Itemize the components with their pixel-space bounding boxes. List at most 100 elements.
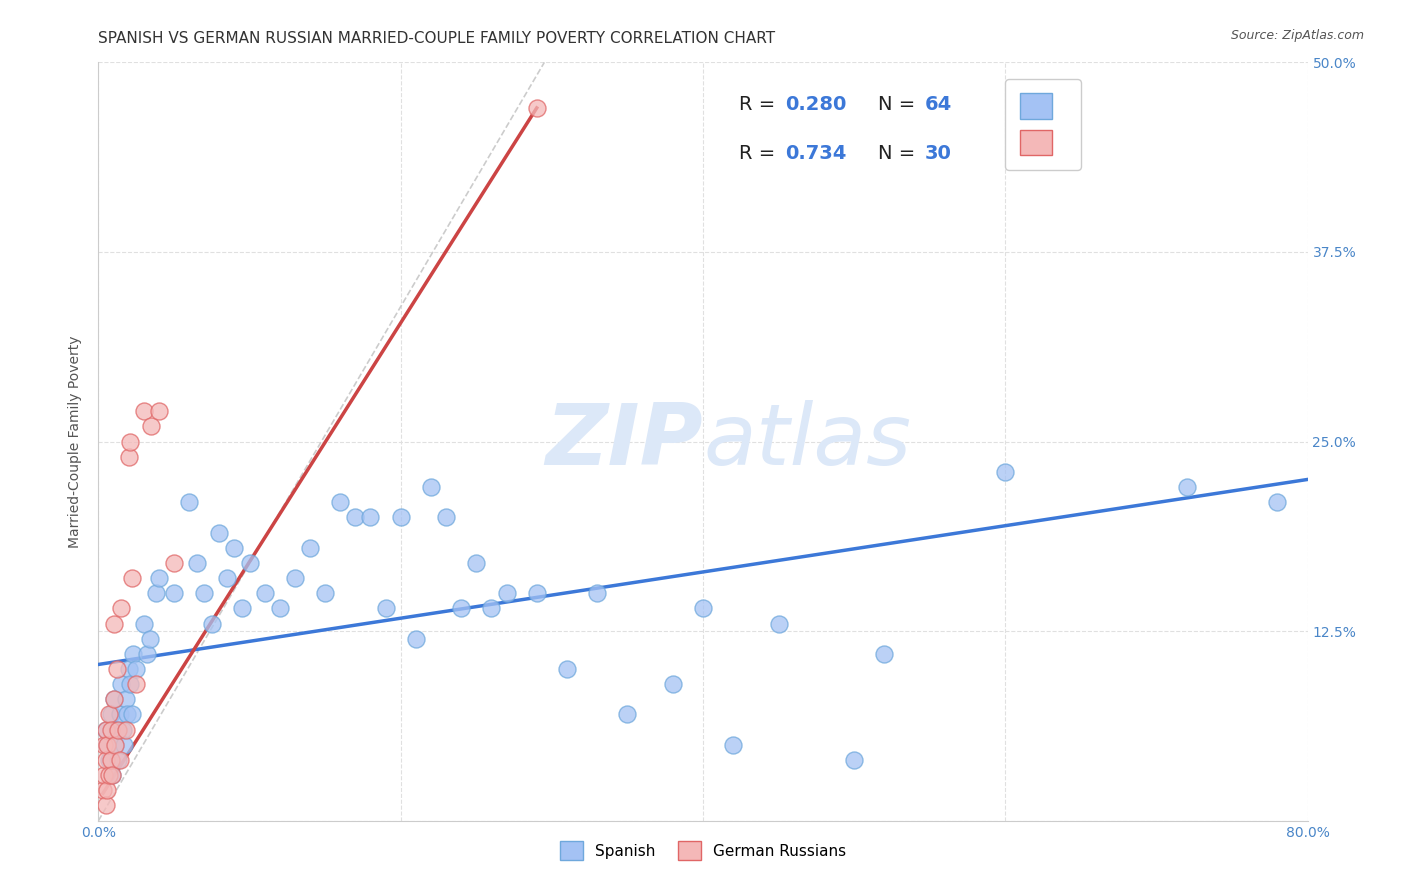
Point <box>98 753 121 767</box>
Text: Source: ZipAtlas.com: Source: ZipAtlas.com <box>1230 29 1364 42</box>
Point <box>105 662 128 676</box>
Text: 0.280: 0.280 <box>785 95 846 113</box>
Point <box>94 798 117 813</box>
Point <box>111 723 134 737</box>
Point <box>98 768 121 782</box>
Point <box>284 571 307 585</box>
Point <box>299 541 322 555</box>
Point <box>314 586 336 600</box>
Point <box>121 571 143 585</box>
Point <box>96 738 118 752</box>
Point <box>201 616 224 631</box>
Point <box>101 768 124 782</box>
Point <box>555 662 578 676</box>
Point <box>91 783 114 797</box>
Point <box>118 662 141 676</box>
Point <box>100 753 122 767</box>
Point <box>125 662 148 676</box>
Point <box>526 101 548 115</box>
Point <box>269 601 291 615</box>
Point <box>405 632 427 646</box>
Point <box>135 647 157 661</box>
Point <box>115 707 138 722</box>
Point <box>139 632 162 646</box>
Point <box>179 495 201 509</box>
Text: atlas: atlas <box>703 400 911 483</box>
Point <box>141 419 163 434</box>
Text: 30: 30 <box>924 144 950 163</box>
Point <box>114 692 136 706</box>
Point <box>94 723 117 737</box>
Text: SPANISH VS GERMAN RUSSIAN MARRIED-COUPLE FAMILY POVERTY CORRELATION CHART: SPANISH VS GERMAN RUSSIAN MARRIED-COUPLE… <box>98 31 776 46</box>
Point <box>121 707 143 722</box>
Point <box>103 692 125 706</box>
Text: 64: 64 <box>924 95 952 113</box>
Point <box>98 707 121 722</box>
Point <box>723 738 745 752</box>
Point <box>844 753 866 767</box>
Point <box>120 434 142 449</box>
Point <box>1267 495 1289 509</box>
Point <box>208 525 231 540</box>
Point <box>768 616 790 631</box>
Point <box>132 404 155 418</box>
Point <box>450 601 472 615</box>
Point <box>329 495 352 509</box>
Point <box>104 738 127 752</box>
Point <box>103 616 125 631</box>
Point <box>231 601 253 615</box>
Point <box>692 601 714 615</box>
Point <box>389 510 412 524</box>
Point <box>94 753 117 767</box>
Text: ZIP: ZIP <box>546 400 703 483</box>
Point <box>360 510 382 524</box>
Point <box>114 723 136 737</box>
Point <box>108 707 131 722</box>
Point <box>481 601 503 615</box>
Point <box>344 510 367 524</box>
Point <box>118 450 141 464</box>
Y-axis label: Married-Couple Family Poverty: Married-Couple Family Poverty <box>69 335 83 548</box>
Point <box>108 753 131 767</box>
Point <box>253 586 276 600</box>
Point <box>100 723 122 737</box>
Text: 0.734: 0.734 <box>785 144 846 163</box>
Point <box>193 586 215 600</box>
Point <box>96 738 118 752</box>
Point <box>110 677 132 691</box>
Point <box>224 541 246 555</box>
Point <box>873 647 896 661</box>
Text: R =: R = <box>740 95 782 113</box>
Text: R =: R = <box>740 144 782 163</box>
Point <box>105 723 128 737</box>
Legend: Spanish, German Russians: Spanish, German Russians <box>554 835 852 866</box>
Point <box>120 677 142 691</box>
Point <box>125 677 148 691</box>
Point <box>96 783 118 797</box>
Point <box>132 616 155 631</box>
Text: N =: N = <box>879 95 922 113</box>
Point <box>94 723 117 737</box>
Point <box>586 586 609 600</box>
Point <box>215 571 238 585</box>
Point <box>465 556 488 570</box>
Point <box>103 692 125 706</box>
Point <box>148 404 170 418</box>
Point <box>110 601 132 615</box>
Point <box>374 601 396 615</box>
Point <box>148 571 170 585</box>
Point <box>434 510 457 524</box>
Point <box>420 480 443 494</box>
Text: N =: N = <box>879 144 922 163</box>
Point <box>122 647 145 661</box>
Point <box>145 586 167 600</box>
Point <box>526 586 548 600</box>
Point <box>93 738 115 752</box>
Point <box>239 556 262 570</box>
Point <box>104 738 127 752</box>
Point <box>1175 480 1198 494</box>
Point <box>163 556 186 570</box>
Point <box>101 768 124 782</box>
Point <box>661 677 683 691</box>
Point <box>163 586 186 600</box>
